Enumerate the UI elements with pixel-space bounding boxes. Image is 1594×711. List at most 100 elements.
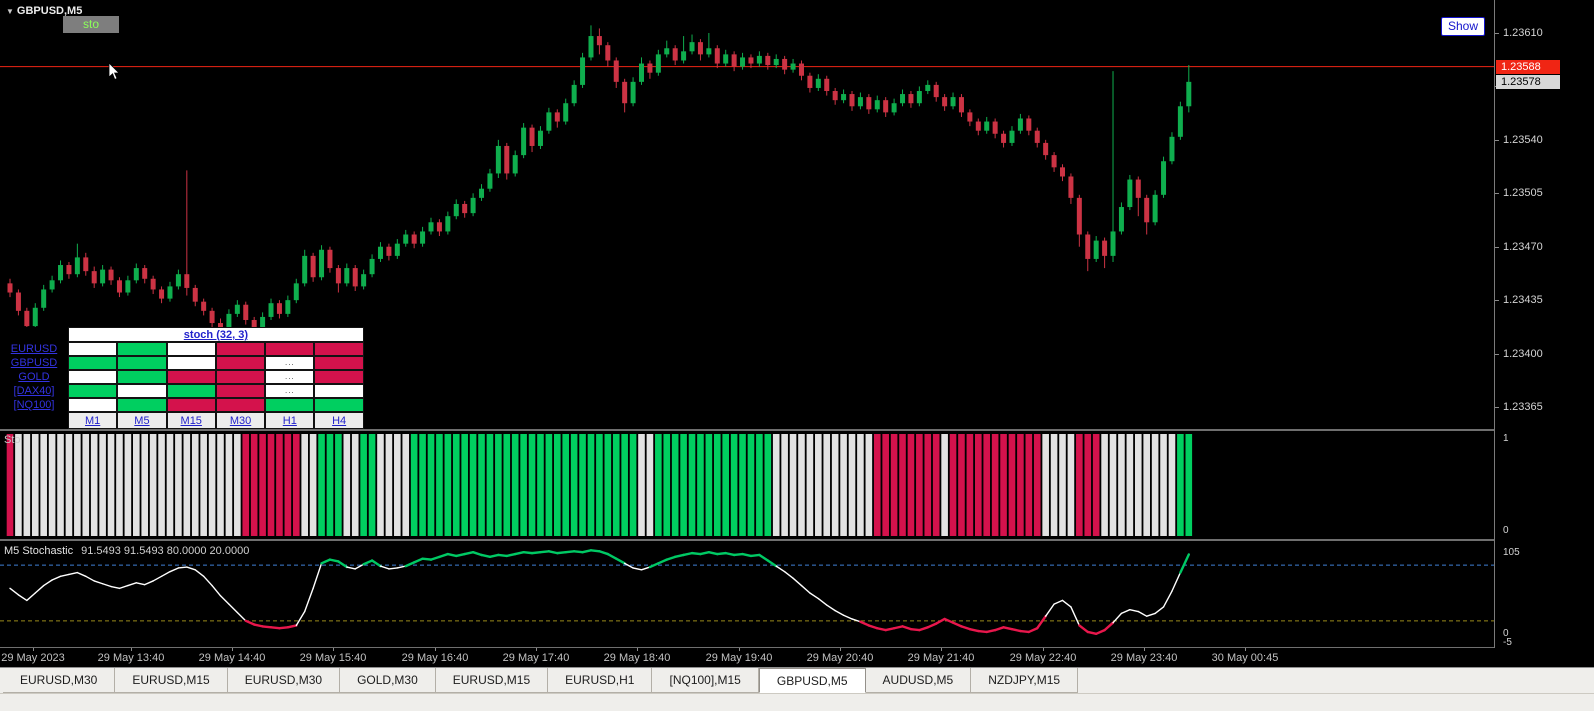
histogram-bar bbox=[149, 434, 157, 536]
matrix-symbol-link[interactable]: GOLD bbox=[0, 370, 68, 384]
stochastic-line-segment bbox=[926, 622, 938, 629]
candle-body bbox=[1093, 240, 1099, 259]
stochastic-line-segment bbox=[404, 561, 416, 568]
stochastic-line-segment bbox=[505, 552, 517, 558]
stochastic-line-segment bbox=[826, 604, 836, 612]
histogram-bar bbox=[806, 434, 814, 536]
stochastic-line-segment bbox=[792, 577, 803, 587]
candle-body bbox=[1051, 155, 1057, 168]
histogram-bar bbox=[57, 434, 64, 536]
candle-body bbox=[563, 103, 569, 122]
chart-tab[interactable]: EURUSD,M15 bbox=[435, 668, 549, 693]
histogram-bar bbox=[890, 434, 898, 536]
candle-body bbox=[841, 94, 847, 101]
histogram-bar bbox=[747, 434, 755, 536]
histogram-bar bbox=[655, 434, 662, 536]
matrix-cell bbox=[68, 370, 118, 384]
panel-splitter[interactable] bbox=[0, 429, 1594, 431]
stochastic-line-segment bbox=[648, 562, 660, 569]
candle-body bbox=[1177, 106, 1183, 137]
matrix-title[interactable]: stoch (32, 3) bbox=[68, 327, 364, 342]
stochastic-line-segment bbox=[1179, 553, 1191, 574]
stochastic-subwindow-canvas[interactable] bbox=[0, 541, 1494, 647]
candle-body bbox=[891, 103, 897, 113]
matrix-timeframe-link[interactable]: H1 bbox=[265, 412, 315, 429]
show-button[interactable]: Show bbox=[1441, 17, 1485, 36]
chart-tab[interactable]: [NQ100],M15 bbox=[652, 668, 759, 693]
candle-body bbox=[243, 304, 249, 320]
candle-body bbox=[226, 313, 232, 330]
stochastic-line-segment bbox=[960, 625, 972, 631]
candle-body bbox=[32, 307, 38, 327]
histogram-bar bbox=[461, 434, 468, 536]
matrix-timeframe-link[interactable]: M1 bbox=[68, 412, 118, 429]
candle-body bbox=[159, 289, 165, 299]
candle-body bbox=[807, 75, 813, 88]
chart-tab[interactable]: AUDUSD,M5 bbox=[865, 668, 972, 693]
chart-tab[interactable]: EURUSD,M30 bbox=[227, 668, 341, 693]
chart-tab[interactable]: NZDJPY,M15 bbox=[971, 668, 1079, 693]
candle-body bbox=[302, 255, 308, 284]
price-tick-mark bbox=[1495, 407, 1499, 408]
matrix-cell bbox=[314, 384, 364, 398]
stochastic-line-segment bbox=[236, 611, 247, 622]
histogram-bar bbox=[966, 434, 974, 536]
panel-splitter[interactable] bbox=[0, 539, 1594, 541]
price-scale[interactable]: 1.23365 1.23400 1.23435 1.23470 1.23505 1.235… bbox=[1494, 0, 1594, 648]
matrix-symbol-link[interactable]: GBPUSD bbox=[0, 356, 68, 370]
matrix-cell bbox=[68, 342, 118, 356]
stochastic-line-segment bbox=[951, 621, 963, 628]
histogram-bar bbox=[520, 434, 527, 536]
stochastic-line-segment bbox=[758, 553, 769, 562]
histogram-bar bbox=[15, 434, 22, 536]
chart-tab[interactable]: GBPUSD,M5 bbox=[758, 668, 866, 693]
chart-tab[interactable]: EURUSD,M15 bbox=[115, 668, 228, 693]
stochastic-line-segment bbox=[68, 571, 79, 576]
histogram-bar bbox=[663, 434, 671, 536]
stochastic-line-segment bbox=[463, 550, 475, 556]
histogram-bar bbox=[301, 434, 308, 536]
histogram-bar bbox=[899, 434, 906, 536]
matrix-timeframe-link[interactable]: H4 bbox=[314, 412, 364, 429]
candle-body bbox=[1169, 136, 1175, 162]
histogram-subwindow-canvas[interactable] bbox=[0, 431, 1494, 539]
price-tick-label: 1.23400 bbox=[1503, 347, 1543, 360]
matrix-timeframe-link[interactable]: M30 bbox=[215, 412, 266, 429]
histogram-bar bbox=[1084, 434, 1092, 536]
stochastic-line-segment bbox=[716, 551, 727, 556]
stochastic-line-segment bbox=[346, 566, 356, 570]
matrix-symbol-link[interactable]: EURUSD bbox=[0, 342, 68, 356]
stochastic-line-segment bbox=[632, 567, 643, 571]
candle-body bbox=[571, 84, 577, 104]
candle-body bbox=[436, 222, 442, 232]
stochastic-line-segment bbox=[606, 552, 618, 560]
histogram-bar bbox=[175, 434, 182, 536]
candle-body bbox=[310, 255, 316, 278]
stochastic-line-segment bbox=[1061, 599, 1072, 608]
histogram-bar bbox=[23, 434, 31, 536]
histogram-bar bbox=[503, 434, 511, 536]
matrix-timeframe-link[interactable]: M15 bbox=[166, 412, 216, 429]
candle-body bbox=[125, 280, 131, 293]
chart-tab[interactable]: EURUSD,H1 bbox=[548, 668, 653, 693]
histogram-bar bbox=[1177, 434, 1184, 536]
chart-tab[interactable]: EURUSD,M30 bbox=[3, 668, 116, 693]
stochastic-line-segment bbox=[194, 569, 205, 578]
matrix-symbol-link[interactable]: [NQ100] bbox=[0, 398, 68, 412]
stochastic-line-segment bbox=[488, 553, 500, 559]
time-axis[interactable]: 29 May 2023 29 May 13:40 29 May 14:40 29 Ma… bbox=[0, 648, 1594, 667]
candle-body bbox=[529, 127, 535, 146]
matrix-timeframe-link[interactable]: M5 bbox=[117, 412, 167, 429]
matrix-symbol-link[interactable]: [DAX40] bbox=[0, 384, 68, 398]
sto-button[interactable]: sto bbox=[63, 16, 119, 33]
candle-body bbox=[24, 310, 30, 327]
candle-body bbox=[1110, 231, 1116, 256]
candle-body bbox=[66, 265, 72, 275]
chart-tab[interactable]: GOLD,M30 bbox=[340, 668, 436, 693]
stochastic-line-segment bbox=[379, 565, 390, 570]
histogram-bar bbox=[1050, 434, 1058, 536]
histogram-bar bbox=[90, 434, 98, 536]
histogram-bar bbox=[410, 434, 418, 536]
stochastic-line-segment bbox=[219, 595, 230, 605]
stochastic-line-segment bbox=[337, 560, 348, 569]
